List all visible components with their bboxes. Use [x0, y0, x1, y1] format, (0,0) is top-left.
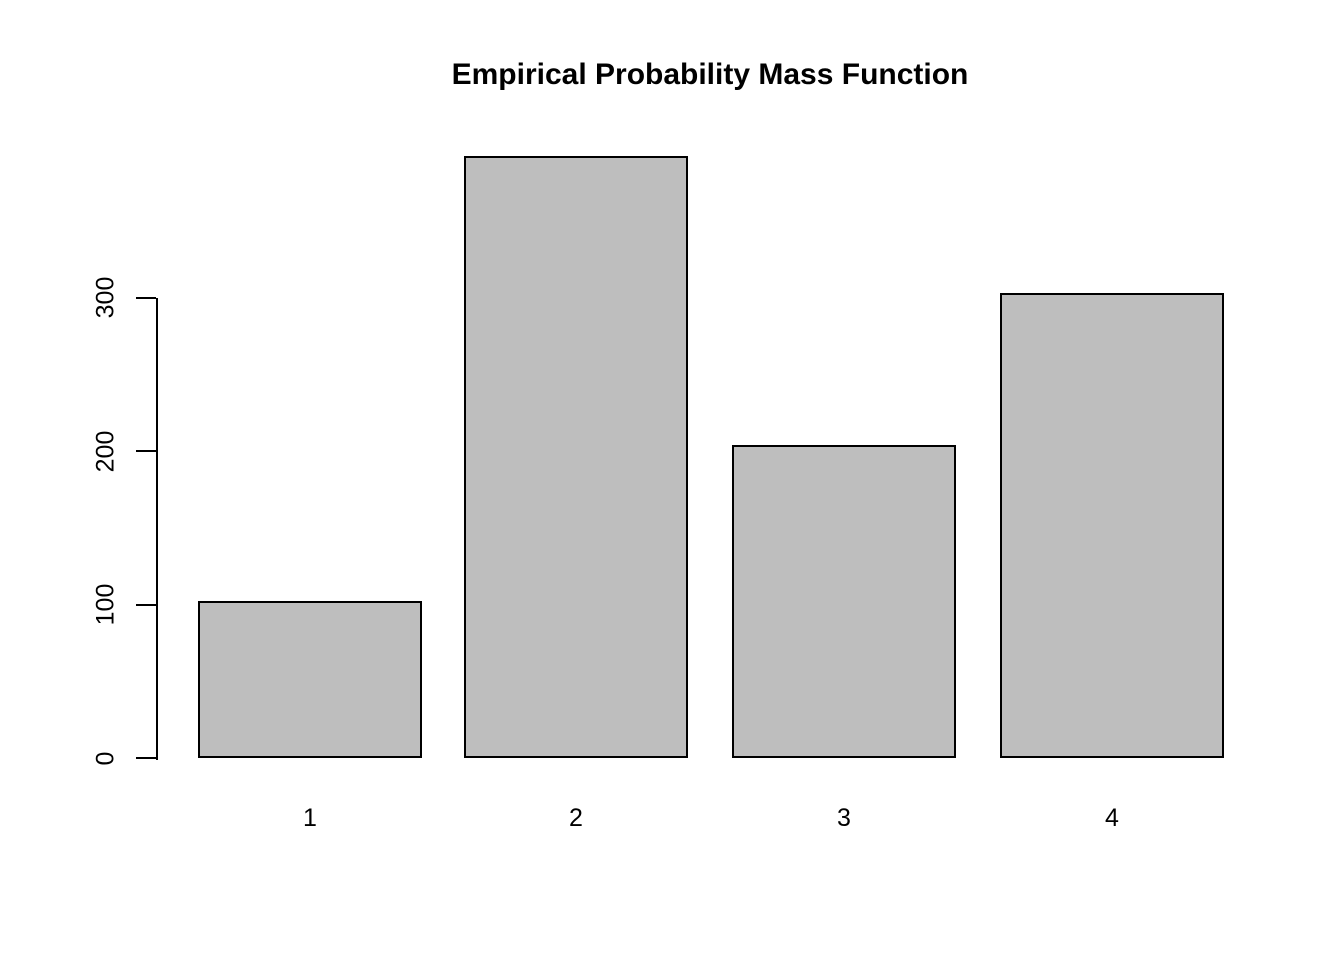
y-tick-label: 0: [84, 736, 128, 780]
y-tick-label-text: 300: [91, 276, 120, 319]
y-tick-label: 100: [84, 583, 128, 627]
bar-2: [464, 156, 688, 758]
y-axis-tick: [136, 296, 156, 299]
bar-3: [732, 445, 956, 758]
x-tick-label-2: 2: [569, 804, 583, 832]
y-axis-tick: [136, 603, 156, 606]
x-tick-label-1: 1: [303, 804, 317, 832]
y-axis-line: [156, 297, 158, 760]
y-axis-tick: [136, 450, 156, 452]
y-tick-label-text: 0: [91, 751, 120, 765]
y-tick-label-text: 200: [91, 430, 120, 472]
y-tick-label-text: 100: [91, 583, 120, 626]
x-tick-label-3: 3: [837, 804, 851, 832]
y-axis-tick: [136, 757, 156, 759]
bar-4: [1000, 293, 1224, 758]
y-tick-label: 200: [84, 429, 128, 473]
y-tick-label: 300: [84, 276, 128, 320]
bar-1: [198, 601, 422, 758]
chart-title: Empirical Probability Mass Function: [451, 58, 969, 91]
x-tick-label-4: 4: [1105, 804, 1119, 832]
